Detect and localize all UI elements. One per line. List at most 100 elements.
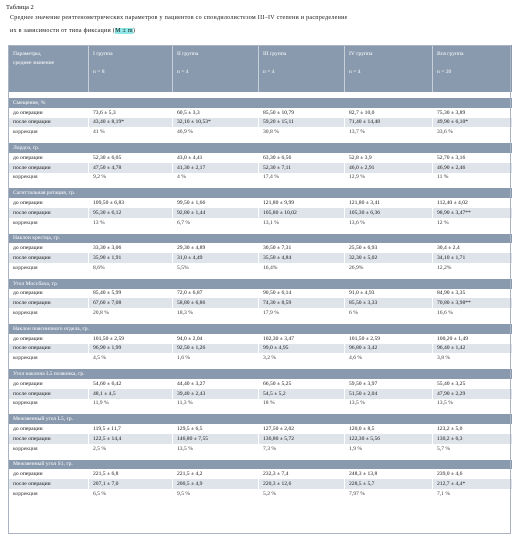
table-row-correction: коррекция 6,5 % 9,5 % 5,2 % 7,97 % 7,1 % xyxy=(8,488,512,499)
table-row-after: после операции 43,40 ± 8,19* 32,10 ± 10,53… xyxy=(8,117,512,128)
section-title: Смещение, % xyxy=(8,98,512,108)
table-row-after: после операции 96,90 ± 1,99 92,50 ± 1,26 99… xyxy=(8,343,512,354)
table-row-before: до операции 73,6 ± 5,3 60,5 ± 3,3 85,50 ± 1… xyxy=(8,107,512,118)
table-cell: 121,80 ± 9,99 xyxy=(258,198,345,208)
table-cell: 26,9% xyxy=(344,262,433,273)
table-row-correction: коррекция 11,9 % 11,3 % 18 % 13,5 % 13,5 % xyxy=(8,398,512,409)
row-label: до операции xyxy=(8,333,89,344)
row-label: коррекция xyxy=(8,308,89,318)
row-label: после операции xyxy=(8,388,89,399)
table-cell: 47,50 ± 4,78 xyxy=(88,162,173,173)
table-row-correction: коррекция 4,5 % 1,6 % 3,2 % 4,6 % 3,8 % xyxy=(8,353,512,364)
table-row-before: до операции 54,60 ± 6,42 44,40 ± 3,27 66,50… xyxy=(8,378,512,389)
table-cell: 6 % xyxy=(344,308,433,318)
table-cell: 99,0 ± 4,95 xyxy=(258,343,345,354)
table-cell: 96,90 ± 1,99 xyxy=(88,343,173,354)
table-cell: 122,30 ± 5,56 xyxy=(344,433,433,444)
table-cell: 248,3 ± 13,8 xyxy=(344,469,433,480)
section-spacer xyxy=(8,408,512,415)
table-cell: 4 % xyxy=(172,172,259,183)
table-cell: 4,6 % xyxy=(344,353,433,364)
table-cell: 12 % xyxy=(432,217,512,228)
table-cell: 112,40 ± 4,02 xyxy=(432,198,512,208)
table-cell: 13,5 % xyxy=(172,443,259,454)
table-cell: 13,6 % xyxy=(344,217,433,228)
table-row-correction: коррекция 13 % 6,7 % 13,1 % 13,6 % 12 % xyxy=(8,217,512,228)
table-row-after: после операции 207,1 ± 7,0 200,5 ± 4,9 220,… xyxy=(8,479,512,489)
table-cell: 43,40 ± 8,19* xyxy=(88,117,173,128)
table-cell: 75,30 ± 3,89 xyxy=(432,107,512,118)
row-label: до операции xyxy=(8,424,89,434)
table-cell: 11,9 % xyxy=(88,398,173,409)
table-cell: 52,30 ± 6,05 xyxy=(88,152,173,163)
table-cell: 16,4% xyxy=(258,262,345,273)
table-cell: 6,7 % xyxy=(172,217,259,228)
table-cell: 11 % xyxy=(432,172,512,183)
table-cell: 59,50 ± 3,97 xyxy=(344,378,433,389)
table-cell: 17,4 % xyxy=(258,172,345,183)
table-row-before: до операции 119,5 ± 11,7 129,5 ± 6,5 127,50… xyxy=(8,424,512,434)
table-cell: 123,2 ± 5,0 xyxy=(432,424,512,434)
row-label: до операции xyxy=(8,469,89,480)
table-cell: 16,6 % xyxy=(432,308,512,318)
table-cell: 63,30 ± 6,56 xyxy=(258,152,345,163)
table-cell: 30,8 % xyxy=(258,127,345,138)
table-cell: 35,50 ± 4,84 xyxy=(258,253,345,263)
row-label: после операции xyxy=(8,117,89,128)
row-label: коррекция xyxy=(8,172,89,183)
table-cell: 18 % xyxy=(258,398,345,409)
row-label: после операции xyxy=(8,207,89,218)
section-spacer xyxy=(8,317,512,324)
table-cell: 7,3 % xyxy=(258,443,345,454)
table-cell: 5,2 % xyxy=(258,488,345,499)
table-cell: 122,5 ± 14,4 xyxy=(88,433,173,444)
table-cell: 41 % xyxy=(88,127,173,138)
section-spacer xyxy=(8,137,512,144)
table-cell: 130,2 ± 6,3 xyxy=(432,433,512,444)
table-cell: 85,50 ± 10,79 xyxy=(258,107,345,118)
section-title: Лордоз, гр. xyxy=(8,143,512,153)
table-row-correction: коррекция 41 % 46,9 % 30,8 % 13,7 % 33,6 % xyxy=(8,127,512,138)
table-cell: 59,20 ± 15,11 xyxy=(258,117,345,128)
table-cell: 1,9 % xyxy=(344,443,433,454)
table-row-after: после операции 35,90 ± 1,91 31,0 ± 4,49 35,… xyxy=(8,253,512,263)
table-cell: 66,50 ± 5,25 xyxy=(258,378,345,389)
table-cell: 52,70 ± 3,16 xyxy=(432,152,512,163)
title-line-1: Среднее значение рентгенометрических пар… xyxy=(10,15,348,21)
title-line-2a: их в зависимости от типа фиксации ( xyxy=(10,28,116,34)
table-cell: 46,9 % xyxy=(172,127,259,138)
section-spacer xyxy=(8,227,512,234)
table-cell: 3,2 % xyxy=(258,353,345,364)
table-cell: 98,90 ± 3,47** xyxy=(432,207,512,218)
table-row-before: до операции 85,40 ± 5,99 72,0 ± 6,87 90,50 … xyxy=(8,288,512,299)
table-cell: 105,30 ± 6,36 xyxy=(344,207,433,218)
table-cell: 35,90 ± 1,91 xyxy=(88,253,173,263)
table-row-correction: коррекция 20,8 % 18,3 % 17,9 % 6 % 16,6 % xyxy=(8,308,512,318)
table-cell: 17,9 % xyxy=(258,308,345,318)
section-header-row: Межзвенный угол L5, гр. xyxy=(8,414,512,425)
row-label: до операции xyxy=(8,378,89,389)
section-title: Сагиттальная ротация, гр. xyxy=(8,188,512,199)
table-caption: Таблица 2 xyxy=(6,4,34,11)
table-cell: 109,50 ± 6,83 xyxy=(88,198,173,208)
row-label: после операции xyxy=(8,253,89,263)
table-cell: 70,80 ± 3,98** xyxy=(432,298,512,309)
table-cell: 220,3 ± 12,6 xyxy=(258,479,345,489)
row-label: до операции xyxy=(8,152,89,163)
section-header-row: Смещение, % xyxy=(8,98,512,108)
table-cell: 6,5 % xyxy=(88,488,173,499)
table-cell: 13,5 % xyxy=(344,398,433,409)
table-cell: 60,5 ± 3,3 xyxy=(172,107,259,118)
row-label: до операции xyxy=(8,243,89,254)
row-label: коррекция xyxy=(8,262,89,273)
header-group-3: III группа n = 4 xyxy=(258,45,345,92)
table-cell: 92,50 ± 1,26 xyxy=(172,343,259,354)
table-cell: 3,8 % xyxy=(432,353,512,364)
table-cell: 58,80 ± 6,86 xyxy=(172,298,259,309)
table-row-correction: коррекция 9,2 % 4 % 17,4 % 12,9 % 11 % xyxy=(8,172,512,183)
table-cell: 34,10 ± 1,71 xyxy=(432,253,512,263)
table-cell: 146,80 ± 7,55 xyxy=(172,433,259,444)
table-cell: 92,80 ± 1,44 xyxy=(172,207,259,218)
table-cell: 54,5 ± 5,2 xyxy=(258,388,345,399)
header-group-all: Вся группа n = 20 xyxy=(432,45,512,92)
